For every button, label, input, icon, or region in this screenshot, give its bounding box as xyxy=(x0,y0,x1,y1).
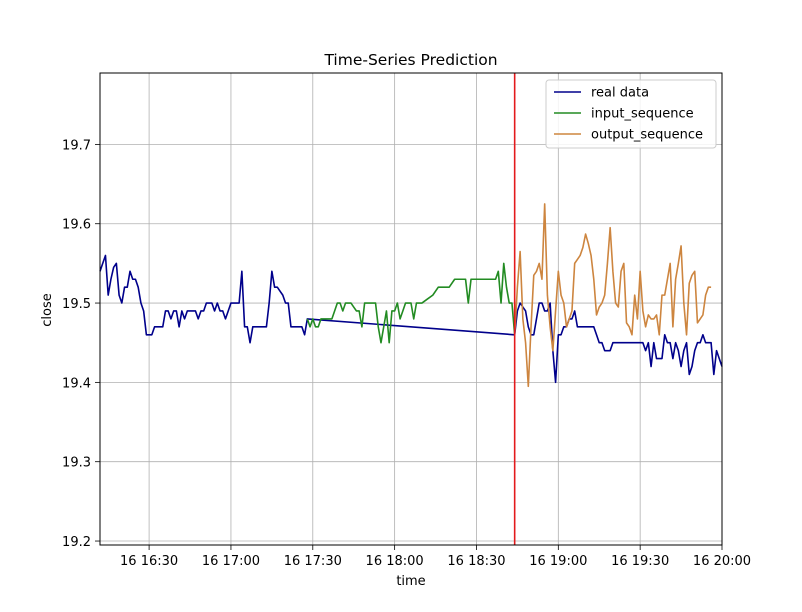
legend-box xyxy=(545,79,717,149)
plot-frame xyxy=(99,72,723,546)
y-tick-label-0: 19.2 xyxy=(62,535,91,550)
y-tick-label-4: 19.6 xyxy=(62,218,91,233)
x-tick-label-0: 16 16:30 xyxy=(120,554,178,569)
y-tick-label-3: 19.5 xyxy=(62,297,91,312)
x-tick-label-3: 16 18:00 xyxy=(366,554,424,569)
x-tick-label-7: 16 20:00 xyxy=(693,554,751,569)
axis-ticks: 16 16:30 16 17:00 16 17:30 16 18:00 16 18:30… xyxy=(62,138,751,569)
y-tick-label-2: 19.4 xyxy=(62,376,91,391)
x-tick-label-5: 16 19:00 xyxy=(529,554,587,569)
chart-title: Time-Series Prediction xyxy=(323,51,497,69)
x-tick-label-2: 16 17:30 xyxy=(284,554,342,569)
y-tick-label-1: 19.3 xyxy=(62,456,91,471)
y-tick-label-5: 19.7 xyxy=(62,138,91,153)
x-tick-label-1: 16 17:00 xyxy=(202,554,260,569)
x-tick-label-6: 16 19:30 xyxy=(611,554,669,569)
y-axis-title: close xyxy=(40,293,55,326)
series-line-input-sequence xyxy=(306,262,516,344)
x-tick-label-4: 16 18:30 xyxy=(447,554,505,569)
legend: real data input_sequence output_sequence xyxy=(545,79,717,149)
legend-label-2: output_sequence xyxy=(591,128,703,143)
series-line-real-data xyxy=(99,254,723,384)
series-line-output-sequence xyxy=(513,203,712,388)
series-lines xyxy=(99,203,723,388)
x-axis-title: time xyxy=(396,574,425,589)
legend-label-0: real data xyxy=(591,86,649,101)
legend-label-1: input_sequence xyxy=(591,107,694,122)
